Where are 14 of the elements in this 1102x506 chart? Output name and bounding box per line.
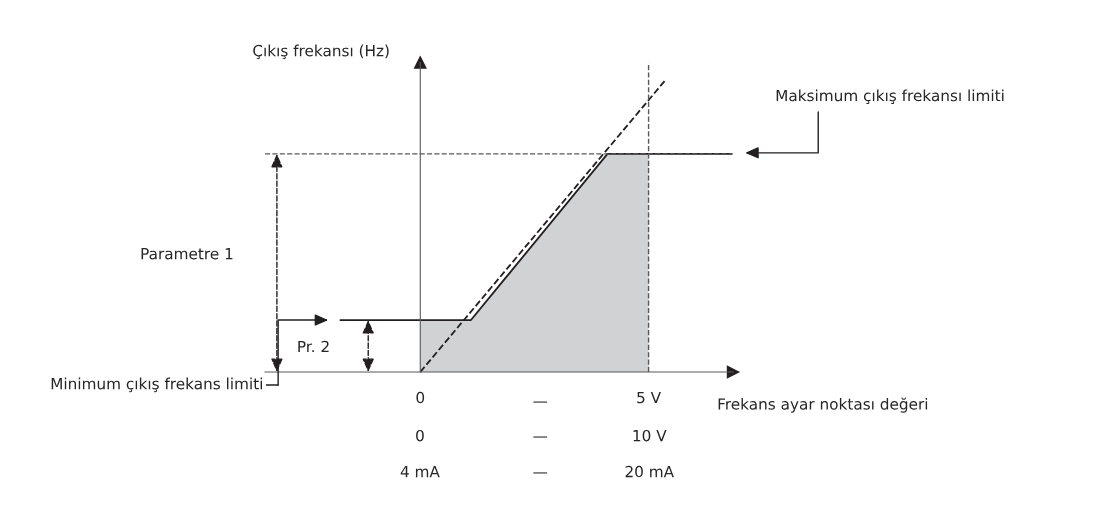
text: — [533,436,548,438]
text: Maksimum çıkış frekansı limiti [776,89,1004,105]
annotation: Pr. 2 [298,340,329,353]
x-tick-label: 5 V [637,391,661,404]
text: — [533,401,548,403]
text: 10 V [633,429,667,442]
text: Minimum çıkış frekans limiti [51,377,262,393]
text: Parametre 1 [141,248,233,260]
x-axis-title: Frekans ayar noktası değeri [718,397,928,413]
text: 0 [416,429,424,442]
text: 20 mA [625,465,674,478]
text: 4 mA [400,465,440,478]
y-axis-title: Çıkış frekansı (Hz) [253,44,389,60]
text: — [533,472,548,474]
